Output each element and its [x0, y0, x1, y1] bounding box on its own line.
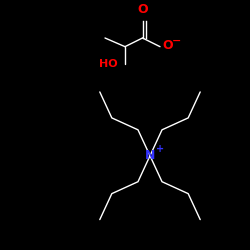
Text: +: +	[156, 144, 164, 154]
Text: −: −	[172, 36, 181, 46]
Text: N: N	[145, 149, 155, 162]
Text: O: O	[162, 39, 173, 52]
Text: HO: HO	[99, 59, 117, 69]
Text: O: O	[137, 3, 148, 16]
